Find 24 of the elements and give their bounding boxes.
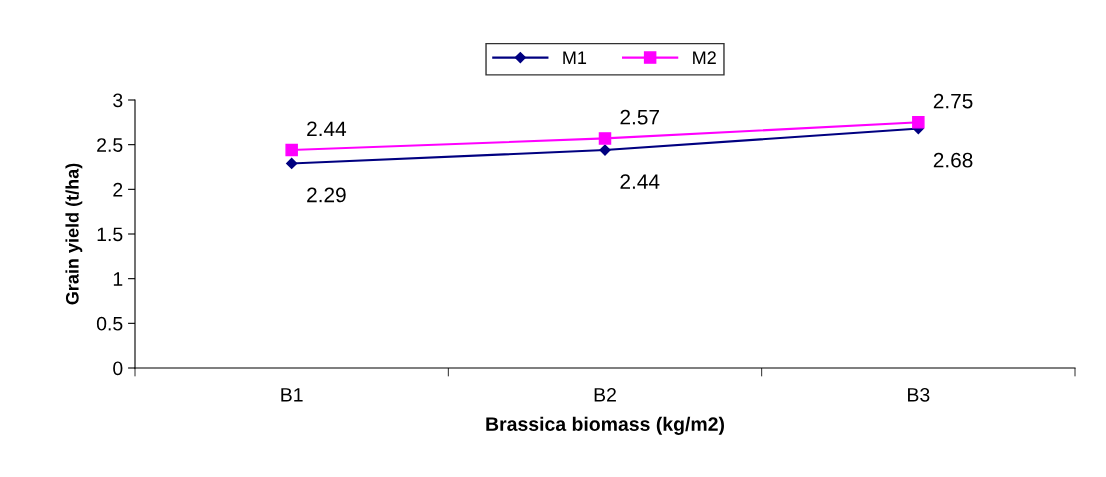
data-label: 2.57 [620,109,659,125]
point [285,143,298,157]
x-tick-label: B3 [908,387,930,402]
data-label: 2.68 [933,152,973,168]
point [286,157,298,170]
y-tick-label: 2.5 [97,138,123,152]
y-axis-title: Grain yield (t/ha) [65,163,83,305]
y-tick-label: 0 [113,361,123,376]
y-tick-label: 0.5 [96,316,123,331]
x-tick-label: B1 [281,388,303,402]
point [598,132,612,145]
data-label: 2.29 [307,187,346,203]
y-tick-label: 1 [113,272,123,286]
y-tick-label: 1.5 [97,227,123,242]
x-tick-label: B2 [594,387,616,402]
legend-label: M2 [693,51,716,64]
data-label: 2.44 [620,174,660,189]
data-label: 2.75 [933,93,973,109]
point [912,116,925,129]
y-tick-label: 3 [113,93,123,108]
legend-label: M1 [563,51,587,64]
x-axis-title: Brassica biomass (kg/m2) [486,416,724,435]
y-tick-label: 2 [113,182,123,197]
data-label: 2.44 [307,121,347,136]
